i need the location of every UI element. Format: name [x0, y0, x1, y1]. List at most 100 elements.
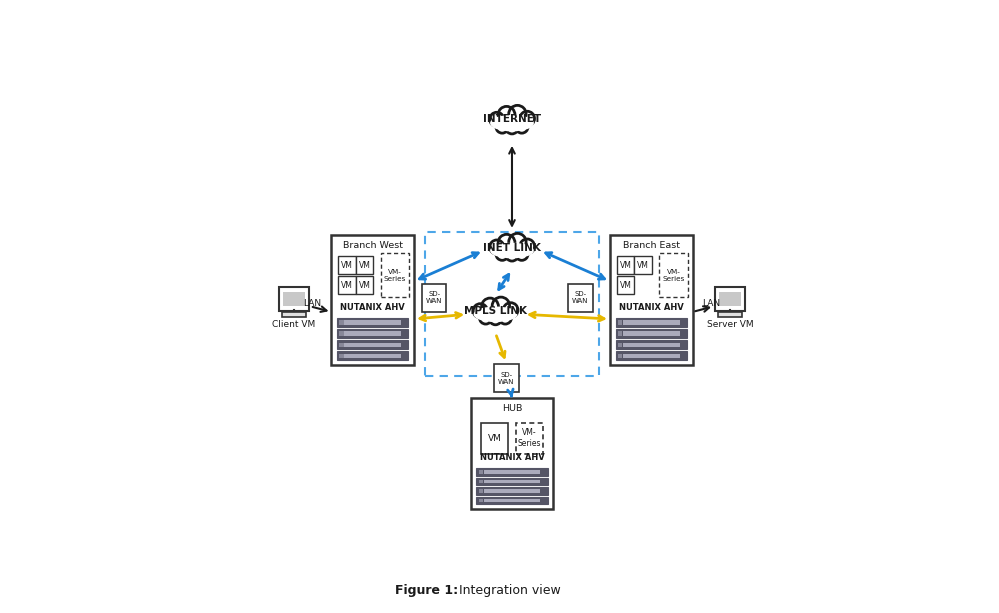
Text: VM: VM: [637, 261, 649, 270]
Text: MPLS LINK: MPLS LINK: [464, 306, 526, 316]
Text: VM: VM: [359, 281, 371, 289]
Circle shape: [503, 303, 518, 318]
Ellipse shape: [489, 242, 535, 260]
FancyBboxPatch shape: [477, 497, 547, 504]
FancyBboxPatch shape: [484, 489, 540, 493]
Text: VM-
Series: VM- Series: [662, 268, 684, 281]
FancyBboxPatch shape: [617, 320, 622, 325]
FancyBboxPatch shape: [282, 312, 307, 317]
Circle shape: [480, 311, 492, 324]
Text: VM: VM: [342, 281, 353, 289]
Text: NUTANIX AHV: NUTANIX AHV: [618, 303, 683, 312]
FancyBboxPatch shape: [284, 292, 305, 306]
FancyBboxPatch shape: [610, 235, 692, 365]
FancyBboxPatch shape: [617, 256, 634, 274]
Circle shape: [499, 107, 514, 123]
FancyBboxPatch shape: [617, 332, 622, 336]
FancyBboxPatch shape: [622, 354, 679, 358]
Text: LAN: LAN: [304, 299, 322, 308]
FancyBboxPatch shape: [338, 351, 409, 360]
Circle shape: [474, 303, 488, 318]
Circle shape: [519, 112, 534, 126]
FancyBboxPatch shape: [484, 498, 540, 503]
FancyBboxPatch shape: [479, 498, 483, 503]
FancyBboxPatch shape: [422, 284, 447, 312]
Circle shape: [490, 112, 503, 126]
FancyBboxPatch shape: [381, 253, 409, 297]
FancyBboxPatch shape: [479, 479, 483, 483]
Text: Integration view: Integration view: [455, 584, 560, 597]
Text: VM-
Series: VM- Series: [517, 428, 541, 447]
FancyBboxPatch shape: [471, 398, 553, 509]
FancyBboxPatch shape: [356, 256, 374, 274]
Text: VM: VM: [359, 261, 371, 270]
Circle shape: [496, 248, 508, 261]
Text: VM-
Series: VM- Series: [384, 268, 407, 281]
FancyBboxPatch shape: [356, 276, 374, 294]
Text: Client VM: Client VM: [273, 321, 316, 329]
Text: INTERNET: INTERNET: [483, 115, 541, 124]
Circle shape: [519, 239, 534, 254]
FancyBboxPatch shape: [280, 287, 309, 311]
Text: NUTANIX AHV: NUTANIX AHV: [341, 303, 406, 312]
FancyBboxPatch shape: [717, 312, 742, 317]
FancyBboxPatch shape: [332, 235, 414, 365]
FancyBboxPatch shape: [617, 343, 622, 347]
Text: VM: VM: [619, 261, 631, 270]
FancyBboxPatch shape: [622, 332, 679, 336]
FancyBboxPatch shape: [659, 253, 687, 297]
FancyBboxPatch shape: [568, 284, 592, 312]
Text: SD-
WAN: SD- WAN: [426, 291, 443, 304]
Circle shape: [508, 234, 526, 251]
FancyBboxPatch shape: [484, 470, 540, 474]
Ellipse shape: [491, 116, 533, 131]
FancyBboxPatch shape: [345, 332, 402, 336]
Circle shape: [490, 240, 503, 254]
Text: Figure 1:: Figure 1:: [395, 584, 458, 597]
FancyBboxPatch shape: [719, 292, 740, 306]
FancyBboxPatch shape: [479, 470, 483, 474]
FancyBboxPatch shape: [477, 487, 547, 495]
Text: Branch East: Branch East: [622, 242, 679, 250]
Ellipse shape: [473, 305, 518, 324]
FancyBboxPatch shape: [338, 318, 409, 327]
Ellipse shape: [475, 307, 516, 321]
FancyBboxPatch shape: [615, 318, 686, 327]
Circle shape: [490, 312, 501, 325]
Text: LAN: LAN: [702, 299, 720, 308]
Text: NUTANIX AHV: NUTANIX AHV: [480, 454, 544, 462]
Circle shape: [508, 105, 526, 123]
FancyBboxPatch shape: [345, 343, 402, 347]
FancyBboxPatch shape: [622, 320, 679, 325]
FancyBboxPatch shape: [477, 468, 547, 476]
FancyBboxPatch shape: [477, 478, 547, 485]
Circle shape: [482, 298, 499, 315]
Text: Server VM: Server VM: [706, 321, 753, 329]
Circle shape: [515, 121, 528, 133]
FancyBboxPatch shape: [340, 343, 344, 347]
FancyBboxPatch shape: [515, 422, 543, 454]
FancyBboxPatch shape: [339, 256, 356, 274]
FancyBboxPatch shape: [622, 343, 679, 347]
Text: SD-
WAN: SD- WAN: [499, 371, 514, 384]
FancyBboxPatch shape: [481, 422, 508, 454]
FancyBboxPatch shape: [345, 320, 402, 325]
FancyBboxPatch shape: [617, 276, 634, 294]
FancyBboxPatch shape: [338, 329, 409, 338]
Ellipse shape: [491, 243, 533, 257]
FancyBboxPatch shape: [479, 489, 483, 493]
FancyBboxPatch shape: [340, 354, 344, 358]
FancyBboxPatch shape: [715, 287, 744, 311]
Text: HUB: HUB: [501, 404, 522, 413]
FancyBboxPatch shape: [615, 329, 686, 338]
FancyBboxPatch shape: [345, 354, 402, 358]
Circle shape: [505, 121, 518, 134]
Circle shape: [515, 248, 528, 261]
FancyBboxPatch shape: [617, 354, 622, 358]
FancyBboxPatch shape: [484, 479, 540, 483]
FancyBboxPatch shape: [339, 276, 356, 294]
Text: SD-
WAN: SD- WAN: [572, 291, 588, 304]
Text: VM: VM: [342, 261, 353, 270]
Circle shape: [499, 234, 514, 251]
Text: VM: VM: [488, 433, 501, 443]
